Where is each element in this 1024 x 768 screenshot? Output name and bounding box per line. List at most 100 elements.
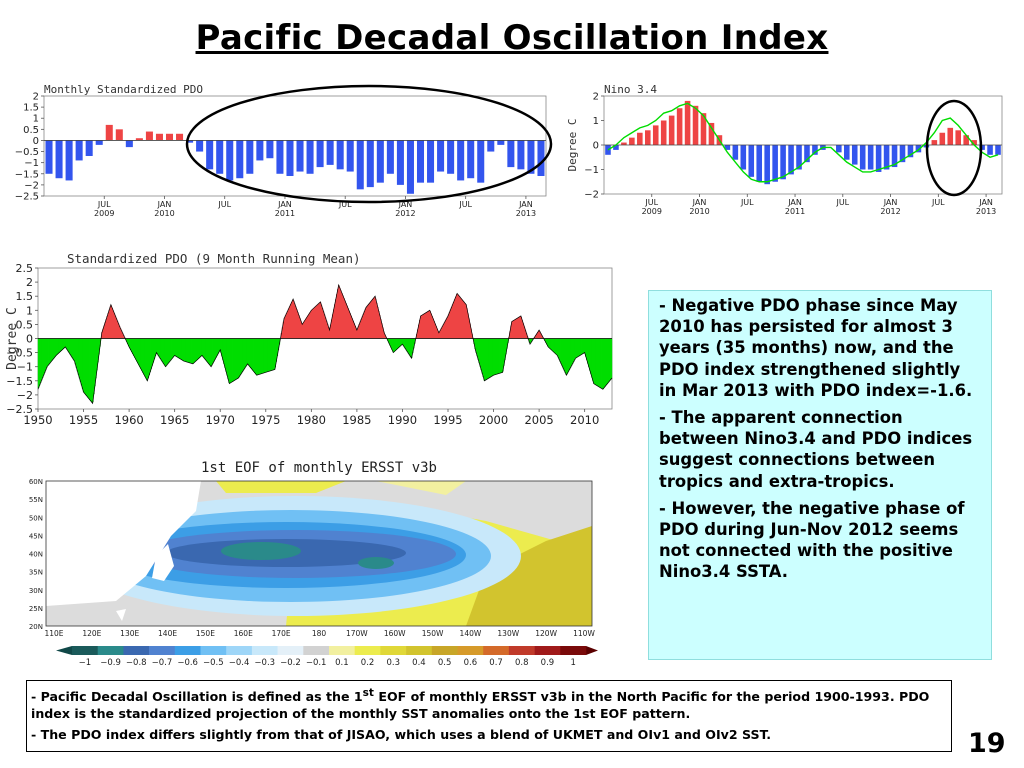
negative-area [54, 338, 56, 358]
negative-area [42, 338, 45, 376]
footnote-line-1: - Pacific Decadal Oscillation is defined… [31, 687, 930, 722]
positive-area [309, 312, 311, 339]
negative-area [220, 338, 222, 353]
negative-area [486, 338, 489, 379]
negative-area [479, 338, 481, 367]
positive-area [321, 308, 324, 339]
negative-bar [732, 145, 739, 160]
negative-bar [376, 140, 384, 183]
negative-area [407, 338, 410, 354]
negative-area [73, 338, 76, 361]
negative-area [484, 338, 487, 381]
negative-area [52, 338, 54, 360]
negative-area [476, 338, 478, 357]
negative-area [245, 338, 248, 366]
negative-bar [65, 140, 73, 181]
lat-tick-label: 35N [29, 569, 43, 577]
negative-bar [356, 140, 364, 190]
negative-area [89, 338, 91, 400]
positive-area [469, 323, 471, 339]
positive-area [315, 305, 317, 339]
positive-area [363, 311, 366, 339]
negative-bar [316, 140, 324, 168]
negative-area [181, 338, 183, 360]
negative-area [162, 338, 165, 364]
positive-area [346, 305, 348, 339]
negative-area [85, 338, 88, 396]
negative-area [135, 338, 137, 360]
negative-area [251, 338, 253, 370]
positive-area [460, 297, 462, 339]
negative-bar [907, 145, 914, 158]
negative-area [394, 338, 396, 351]
positive-area [515, 318, 517, 339]
negative-area [558, 338, 560, 360]
negative-area [392, 338, 394, 353]
negative-region-core [358, 557, 394, 569]
negative-area [186, 338, 188, 363]
lon-tick-label: 160W [384, 629, 406, 638]
positive-area [302, 323, 304, 339]
negative-area [391, 338, 393, 351]
positive-area [445, 318, 448, 339]
negative-area [125, 338, 128, 342]
negative-area [387, 338, 389, 342]
negative-area [556, 338, 558, 356]
map-field [46, 481, 592, 626]
negative-area [573, 338, 576, 361]
negative-area [255, 338, 257, 375]
negative-area [221, 338, 223, 357]
negative-bar [306, 140, 314, 174]
positive-area [433, 321, 435, 339]
negative-bar [987, 145, 993, 155]
negative-area [275, 338, 278, 362]
footnote-box: - Pacific Decadal Oscillation is defined… [26, 680, 952, 752]
positive-area [536, 332, 539, 339]
negative-area [572, 338, 575, 362]
lat-tick-label: 55N [29, 496, 43, 504]
negative-bar [487, 140, 495, 152]
negative-area [88, 338, 90, 399]
lat-tick-label: 30N [29, 587, 43, 595]
positive-area [468, 318, 470, 339]
negative-area [594, 338, 596, 385]
positive-area [121, 332, 124, 339]
y-tick-label: 1 [593, 116, 599, 127]
negative-area [564, 338, 567, 373]
y-tick-label: −1 [24, 158, 39, 169]
positive-bar [676, 108, 683, 145]
positive-area [303, 321, 305, 339]
positive-area [295, 306, 297, 339]
positive-area [312, 308, 314, 339]
positive-bar [165, 133, 174, 141]
positive-area [452, 301, 455, 339]
positive-area [341, 292, 343, 339]
x-tick-label: JUL [338, 200, 352, 209]
positive-area [524, 329, 527, 339]
positive-area [419, 319, 421, 339]
positive-area [326, 323, 329, 339]
y-tick-label: 2 [33, 92, 39, 103]
negative-area [588, 338, 590, 368]
x-tick-year-label: 2009 [94, 209, 114, 218]
positive-area [370, 300, 373, 339]
positive-area [368, 303, 371, 339]
positive-area [114, 315, 117, 339]
positive-area [447, 314, 450, 339]
negative-area [164, 338, 167, 367]
negative-area [230, 338, 232, 383]
negative-bar [346, 140, 354, 172]
negative-area [605, 338, 608, 385]
negative-area [409, 338, 412, 357]
positive-area [434, 323, 436, 339]
y-tick-label: 0 [593, 141, 599, 152]
positive-area [417, 329, 419, 339]
negative-area [183, 338, 185, 362]
x-tick-label: JUL [644, 198, 658, 207]
positive-area [329, 324, 332, 339]
negative-bar [437, 140, 445, 172]
negative-bar [276, 140, 284, 174]
negative-area [490, 338, 493, 377]
positive-bar [135, 138, 143, 141]
negative-area [130, 338, 132, 351]
